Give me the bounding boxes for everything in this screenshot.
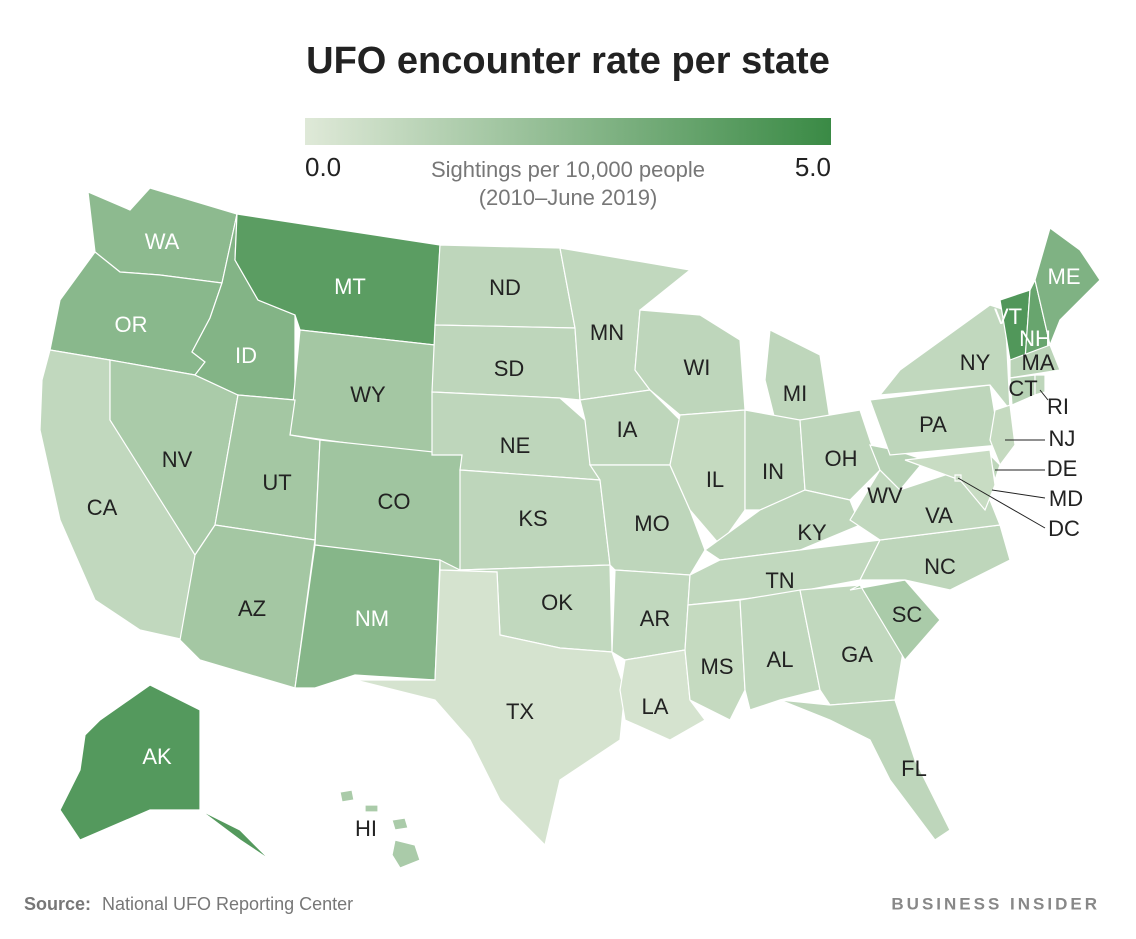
state-label: IA [617,417,638,442]
state-label: CO [378,489,411,514]
state [869,444,927,491]
state-label: TN [765,568,794,593]
state-label: NY [960,350,991,375]
state-label: DC [1048,516,1080,541]
state [989,404,1016,467]
state-label: VA [925,503,953,528]
state [1034,374,1046,396]
state-label: UT [262,470,291,495]
state-label: MI [783,381,807,406]
state-label: NM [355,606,389,631]
state-label: KS [518,506,547,531]
state-label: MO [634,511,669,536]
state-label: OK [541,590,573,615]
state-label: MA [1022,350,1055,375]
state [179,524,316,689]
state [849,579,941,662]
state-label: CT [1008,376,1037,401]
state-label: NH [1019,326,1051,351]
state [799,409,881,501]
state-label: SD [494,356,525,381]
state-label: VT [994,304,1022,329]
state-label: WA [145,229,180,254]
state-label: ND [489,275,521,300]
state-label: WI [684,355,711,380]
state-label: AK [142,744,172,769]
state-label: RI [1047,394,1069,419]
state [764,329,831,421]
source: National UFO Reporting Center [102,894,353,914]
colorbar-sublabel: (2010–June 2019) [479,185,658,210]
state-label: MS [701,654,734,679]
leader-line [1039,389,1049,401]
state [904,449,996,512]
state [59,684,271,861]
chart-title: UFO encounter rate per state [306,40,830,82]
colorbar [305,118,831,145]
state-label: IN [762,459,784,484]
state [1009,344,1061,379]
leader-line [991,489,1046,499]
state-label: AL [767,647,794,672]
state [354,569,626,847]
state-label: KY [797,520,827,545]
state-label: PA [919,412,947,437]
state-label: LA [642,694,669,719]
state-label: AZ [238,596,266,621]
state-label: MT [334,274,366,299]
state-label: OR [115,312,148,337]
states [39,187,1101,869]
state-labels: WA OR CA NV ID MT WY UT CO AZ NM ND SD NE KS OK TX MN IA MO… [87,229,1083,841]
state-label: SC [892,602,923,627]
colorbar-label: Sightings per 10,000 people [431,157,705,182]
state-label: NE [500,433,531,458]
brand: BUSINESS INSIDER [891,894,1100,913]
source-label: Source: [24,894,91,914]
state-label: NV [162,447,193,472]
leader-line [957,477,1046,529]
state-label: NC [924,554,956,579]
state-label: DE [1047,456,1078,481]
state-label: MN [590,320,624,345]
state-label: WY [350,382,386,407]
state-label: WV [867,483,903,508]
state-label: IL [706,467,724,492]
colorbar-tick-label: 5.0 [795,152,831,182]
state-label: AR [640,606,671,631]
state [431,324,581,401]
state-label: HI [355,816,377,841]
state-label: OH [825,446,858,471]
state [339,789,421,869]
state-label: CA [87,495,118,520]
state-label: NJ [1049,426,1076,451]
state-label: FL [901,756,927,781]
state-label: GA [841,642,873,667]
state-label: ME [1048,264,1081,289]
state-label: MD [1049,486,1083,511]
colorbar-tick-label: 0.0 [305,152,341,182]
state-label: ID [235,343,257,368]
state-label: TX [506,699,534,724]
state [779,699,951,841]
